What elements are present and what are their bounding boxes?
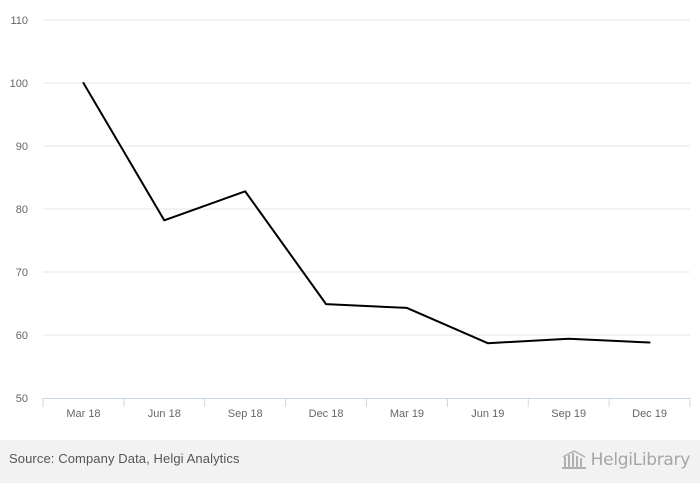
y-tick-label: 50 [16, 393, 28, 405]
x-tick-label: Sep 18 [228, 408, 263, 420]
series-line-0 [82, 82, 651, 345]
series-layer [82, 82, 651, 345]
footer: Source: Company Data, Helgi Analytics He… [0, 440, 700, 483]
y-tick-label: 90 [16, 141, 28, 153]
source-text: Source: Company Data, Helgi Analytics [9, 451, 240, 466]
x-tick-label: Mar 19 [390, 408, 424, 420]
x-tick-label: Dec 19 [632, 408, 667, 420]
line-chart: 50 60 70 80 90 100 110 Mar 18 Jun 18 Sep 18 Dec 1… [10, 15, 691, 420]
library-icon [561, 450, 586, 469]
grid-lines [43, 19, 690, 336]
x-tick-label: Mar 18 [66, 408, 100, 420]
x-tick-label: Sep 19 [551, 408, 586, 420]
brand-name: HelgiLibrary [590, 450, 691, 470]
y-axis-tick-labels: 50 60 70 80 90 100 110 [10, 15, 28, 405]
brand-link[interactable]: HelgiLibrary [561, 448, 690, 472]
y-tick-label: 110 [10, 15, 28, 27]
x-tick-label: Dec 18 [309, 408, 344, 420]
x-axis-tick-labels: Mar 18 Jun 18 Sep 18 Dec 18 Mar 19 Jun 19 Sep … [66, 408, 667, 420]
y-tick-label: 60 [16, 330, 28, 342]
x-tick-label: Jun 18 [148, 408, 181, 420]
y-tick-label: 100 [10, 78, 28, 90]
x-tick-label: Jun 19 [471, 408, 504, 420]
y-tick-label: 80 [16, 204, 28, 216]
y-tick-label: 70 [16, 267, 28, 279]
x-axis [42, 398, 691, 407]
